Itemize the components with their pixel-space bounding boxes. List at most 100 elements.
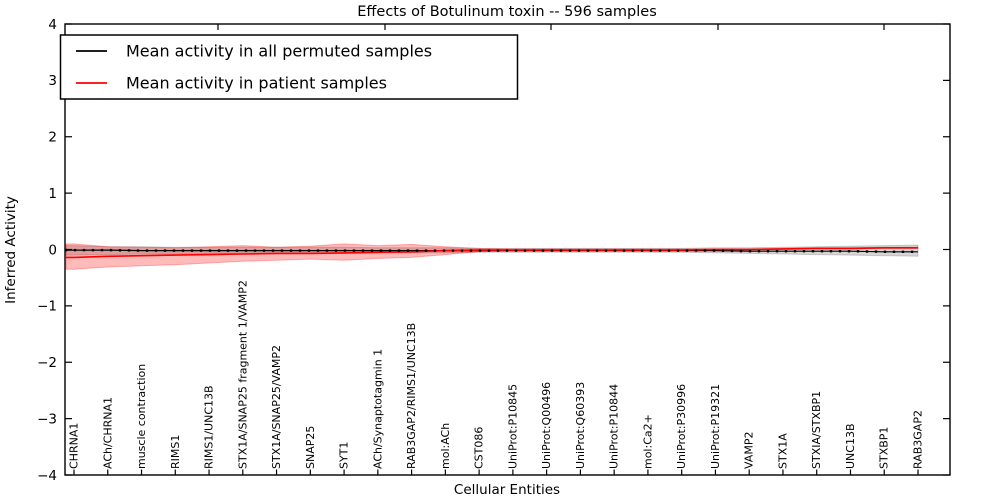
x-tick-label: CST086: [473, 427, 486, 469]
marker-dot: [514, 249, 518, 252]
marker-dot: [361, 249, 365, 252]
y-tick-label: 3: [48, 73, 57, 89]
marker-dot: [226, 249, 230, 252]
legend: Mean activity in all permuted samples Mea…: [59, 34, 519, 100]
marker-dot: [451, 249, 455, 252]
marker-dot: [901, 250, 905, 253]
marker-dot: [100, 248, 104, 252]
marker-dot: [559, 249, 563, 252]
marker-dot: [721, 249, 725, 252]
y-tick-label: −3: [37, 411, 57, 427]
marker-dot: [325, 249, 329, 252]
marker-dot: [289, 249, 293, 252]
x-tick-label: mol:Ca2+: [641, 414, 654, 469]
marker-dot: [802, 250, 806, 253]
marker-dot: [532, 249, 536, 252]
marker-dot: [730, 249, 734, 253]
marker-dot: [334, 249, 338, 252]
marker-dot: [163, 249, 167, 252]
marker-dot: [811, 250, 815, 253]
permuted-line-markers: [64, 248, 914, 253]
y-tick-label: 1: [48, 186, 57, 202]
marker-dot: [406, 249, 410, 252]
marker-dot: [577, 249, 581, 252]
marker-dot: [631, 249, 635, 252]
marker-dot: [496, 249, 500, 252]
y-tick-label: 4: [48, 17, 57, 33]
marker-dot: [217, 249, 221, 252]
marker-dot: [739, 249, 743, 253]
y-tick-labels: 4 3 2 1 0 −1 −2 −3 −4: [37, 17, 57, 484]
marker-dot: [172, 249, 176, 252]
marker-dot: [793, 250, 797, 253]
marker-dot: [190, 249, 194, 252]
marker-dot: [820, 250, 824, 253]
marker-dot: [415, 249, 419, 252]
marker-dot: [667, 249, 671, 252]
marker-dot: [379, 249, 383, 252]
legend-item-label: Mean activity in all permuted samples: [126, 42, 432, 61]
x-tick-label: ACh/CHRNA1: [101, 397, 114, 469]
x-tick-label: RAB3GAP2: [912, 410, 925, 469]
marker-dot: [397, 249, 401, 252]
x-tick-label: UniProt:P10845: [506, 384, 519, 469]
marker-dot: [487, 249, 491, 252]
marker-dot: [460, 249, 464, 252]
marker-dot: [685, 249, 689, 252]
x-tick-label: RIMS1: [169, 435, 182, 469]
marker-dot: [604, 249, 608, 252]
x-tick-label: STX1A/SNAP25/VAMP2: [270, 345, 283, 469]
marker-dot: [505, 249, 509, 252]
marker-dot: [433, 249, 437, 252]
x-tick-label: STXBP1: [878, 427, 891, 469]
marker-dot: [370, 249, 374, 252]
marker-dot: [748, 250, 752, 253]
x-tick-label: UniProt:P19321: [709, 384, 722, 469]
x-tick-label: muscle contraction: [135, 364, 148, 469]
marker-dot: [766, 250, 770, 253]
marker-dot: [865, 250, 869, 253]
y-axis-label: Inferred Activity: [3, 196, 19, 304]
marker-dot: [658, 249, 662, 252]
confidence-bands: [65, 243, 919, 270]
marker-dot: [829, 250, 833, 253]
marker-dot: [694, 249, 698, 252]
x-tick-label: UniProt:P30996: [675, 384, 688, 469]
marker-dot: [388, 249, 392, 252]
marker-dot: [253, 249, 257, 252]
marker-dot: [208, 249, 212, 252]
marker-dot: [550, 249, 554, 252]
x-tick-label: RIMS1/UNC13B: [203, 385, 216, 469]
marker-dot: [784, 250, 788, 253]
x-tick-label: VAMP2: [743, 432, 756, 469]
marker-dot: [613, 249, 617, 252]
marker-dot: [856, 250, 860, 253]
x-tick-label: ACh/Synaptotagmin 1: [371, 349, 384, 469]
x-tick-labels: CHRNA1 ACh/CHRNA1 muscle contraction RIMS1 R…: [68, 280, 925, 469]
marker-dot: [712, 249, 716, 252]
marker-dot: [541, 249, 545, 252]
y-tick-label: −2: [37, 355, 57, 371]
marker-dot: [469, 249, 473, 252]
x-tick-label: SYT1: [338, 442, 351, 469]
legend-item-label: Mean activity in patient samples: [126, 74, 387, 93]
marker-dot: [838, 250, 842, 253]
marker-dot: [316, 249, 320, 252]
x-tick-label: mol:ACh: [439, 423, 452, 469]
chart-title: Effects of Botulinum toxin -- 596 sample…: [357, 4, 657, 20]
marker-dot: [352, 249, 356, 252]
y-tick-label: −4: [37, 468, 57, 484]
marker-dot: [154, 249, 158, 252]
marker-dot: [775, 250, 779, 253]
x-tick-label: UniProt:P10844: [608, 384, 621, 469]
marker-dot: [280, 249, 284, 252]
marker-dot: [127, 249, 131, 252]
marker-dot: [118, 249, 122, 252]
marker-dot: [883, 250, 887, 253]
marker-dot: [343, 249, 347, 252]
marker-dot: [874, 250, 878, 253]
marker-dot: [442, 249, 446, 252]
marker-dot: [271, 249, 275, 252]
marker-dot: [910, 250, 914, 253]
